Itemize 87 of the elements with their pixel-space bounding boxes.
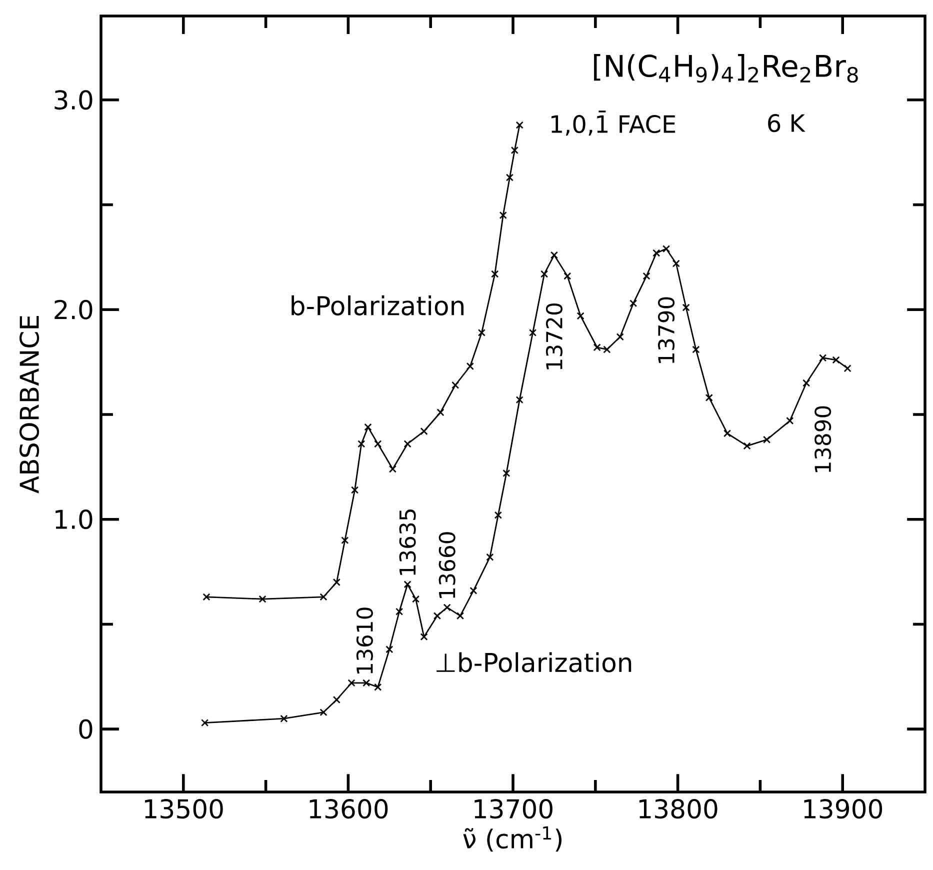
point [494,511,502,519]
point [540,270,548,278]
annotation: 13720 [546,303,562,370]
point [433,612,441,620]
point [404,580,412,588]
point [420,427,428,436]
point [603,346,611,354]
point [723,430,732,438]
point [491,270,499,278]
annotation: 6 K [768,114,806,132]
point [616,333,624,341]
point [506,174,514,182]
point [502,469,510,478]
point [478,328,486,336]
y-tick-label: 2.0 [54,300,92,320]
point [332,578,340,586]
x-tick-label: 13900 [804,799,882,819]
text: 1,0,1̄ FACE [552,110,676,136]
point [348,679,356,687]
series-label: ⊥b-Polarization [436,652,632,672]
point [466,362,474,370]
point [762,436,771,444]
chart-title: [N(C$_{4}$H$_{9}$)$_{4}$]$_{2}$Re$_{2}$Br$_{8}$ [594,54,858,83]
point [692,346,700,354]
point [642,272,650,280]
point [386,646,394,654]
point [662,245,670,253]
annotation: 13890 [814,406,832,472]
point [280,714,288,722]
point [362,679,370,687]
x-tick-label: 13800 [639,799,718,819]
annotation: 13790 [658,297,675,364]
point [350,486,359,494]
point [550,251,558,259]
point [844,364,852,372]
point [593,344,601,352]
point [436,408,444,416]
point [388,465,396,473]
point [510,146,518,154]
point [358,440,366,448]
point [516,396,524,404]
y-tick-label: 1.0 [56,510,92,530]
point [202,593,210,601]
point [672,260,680,268]
point [374,683,382,691]
point [786,416,794,425]
point [320,708,328,716]
point [404,440,412,448]
point [443,604,451,612]
point [412,595,420,603]
point [516,121,524,129]
point [576,312,584,320]
annotation: 13660 [438,532,456,598]
point [364,423,372,431]
point [332,696,340,704]
point [395,608,404,616]
point [470,586,478,594]
point [486,553,494,561]
point [420,633,428,641]
point [802,379,810,387]
point [456,612,464,620]
point [743,442,751,450]
point [528,328,537,336]
point [832,356,840,364]
point [258,595,266,603]
point [564,272,572,280]
point [320,593,328,601]
point [819,354,827,362]
series-label: b-Polarization [292,295,464,316]
y-tick-label: 0 [79,719,92,739]
y-axis-title: ABSORBANCE [20,316,40,494]
point [652,249,660,257]
x-tick-label: 13600 [310,799,388,819]
point [499,211,507,220]
x-axis-title: ν̃ (cm$^{-1}$) [463,826,562,852]
annotation: 13610 [356,608,373,674]
point [705,394,713,402]
point [201,718,209,727]
x-tick-label: 13500 [145,799,223,819]
point [341,536,349,544]
y-tick-label: 3.0 [54,90,92,110]
annotation: 13635 [399,510,416,575]
point [452,381,460,389]
point [374,440,382,448]
point [630,300,638,308]
point [682,304,690,312]
x-tick-label: 13700 [474,799,552,819]
